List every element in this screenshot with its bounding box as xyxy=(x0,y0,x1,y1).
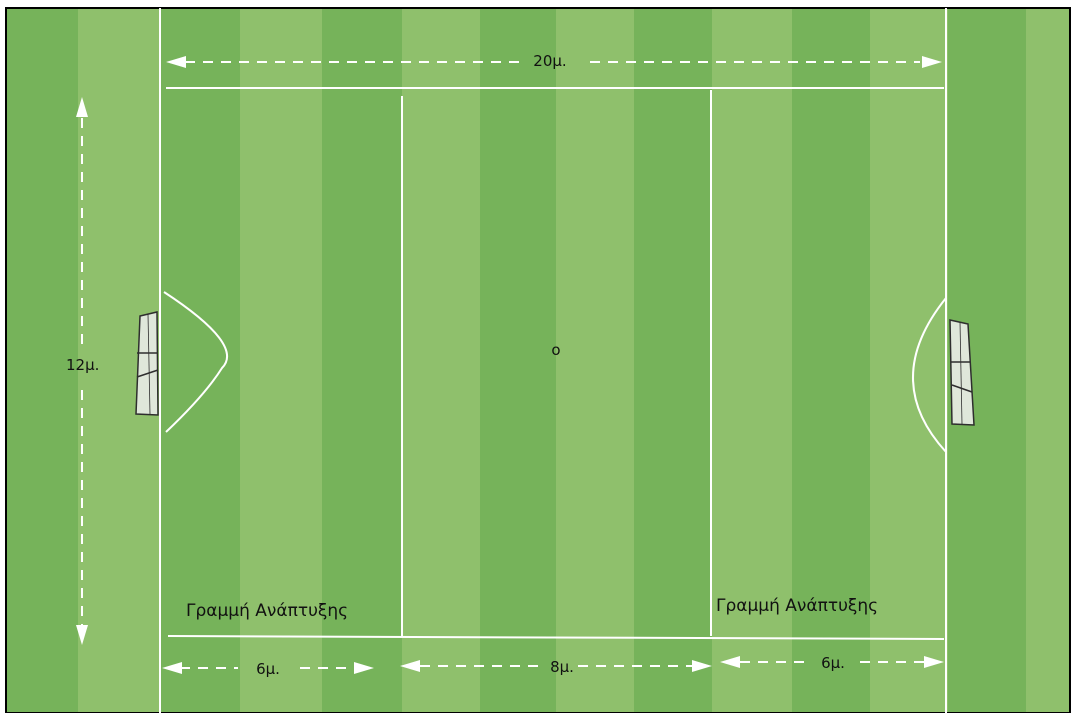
bottom-left-arrow-head-a xyxy=(162,662,182,674)
label-height-total: 12μ. xyxy=(66,356,99,374)
label-development-line-right: Γραμμή Ανάπτυξης xyxy=(716,596,878,616)
label-left-zone: 6μ. xyxy=(256,660,280,678)
grass-stripe xyxy=(870,8,948,713)
bottom-right-arrow-head-b xyxy=(924,656,944,668)
left-arrow-bottom-head xyxy=(76,625,88,645)
pitch-lines xyxy=(159,8,947,713)
grass-stripe xyxy=(556,8,634,713)
label-width-total: 20μ. xyxy=(533,52,566,70)
right-goal-icon xyxy=(949,319,975,426)
label-development-line-left: Γραμμή Ανάπτυξης xyxy=(186,601,348,621)
grass-stripe xyxy=(6,8,78,713)
bottom-sideline xyxy=(167,635,945,640)
top-arrow-right-head xyxy=(922,56,942,68)
top-arrow-left-head xyxy=(166,56,186,68)
bottom-mid-arrow-head-b xyxy=(692,660,712,672)
grass-stripe xyxy=(402,8,480,713)
grass-stripes xyxy=(6,8,1070,713)
grass-stripe xyxy=(240,8,322,713)
label-middle-zone: 8μ. xyxy=(550,658,574,676)
grass-stripe xyxy=(480,8,556,713)
grass-stripe xyxy=(634,8,712,713)
left-goal-area-arc xyxy=(163,291,228,433)
measurement-arrows xyxy=(76,56,944,674)
grass-stripe xyxy=(322,8,402,713)
grass-stripe xyxy=(792,8,870,713)
right-goal-area-arc xyxy=(912,297,947,453)
left-goal-icon xyxy=(135,311,159,416)
bottom-right-arrow-head-a xyxy=(720,656,740,668)
bottom-left-arrow-head-b xyxy=(354,662,374,674)
label-right-zone: 6μ. xyxy=(821,654,845,672)
grass-stripe xyxy=(712,8,792,713)
grass-stripe xyxy=(1026,8,1070,713)
center-mark: o xyxy=(551,341,560,359)
left-arrow-top-head xyxy=(76,97,88,117)
bottom-mid-arrow-head-a xyxy=(400,660,420,672)
